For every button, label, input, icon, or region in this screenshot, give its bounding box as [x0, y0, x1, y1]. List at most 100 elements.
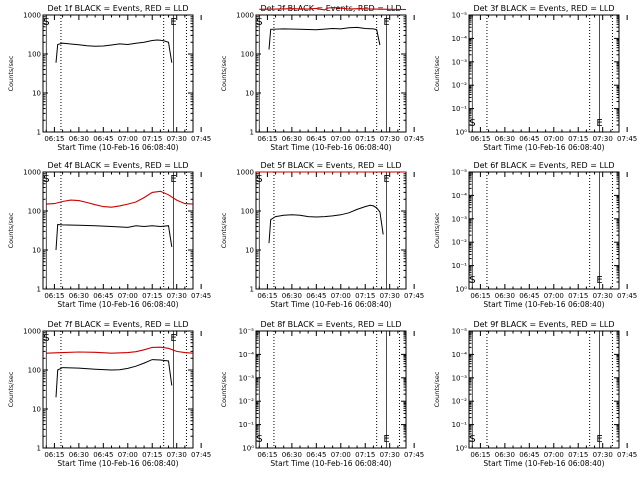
y-tick-label: 10⁰: [455, 445, 467, 453]
x-tick-label: 07:15: [355, 135, 375, 143]
x-tick-label: 07:00: [544, 292, 564, 300]
x-tick-label: 07:30: [167, 451, 187, 459]
x-axis-label: Start Time (10-Feb-16 06:08:40): [57, 300, 178, 309]
x-axis-label: Start Time (10-Feb-16 06:08:40): [57, 459, 178, 468]
y-tick-label: 100: [28, 208, 41, 216]
x-tick-label: 07:45: [404, 451, 424, 459]
x-tick-label: 06:30: [282, 135, 302, 143]
axes-frame: [42, 171, 194, 290]
panel-det-6: Det 6f BLACK = Events, RED = LLD 10⁰ 10⁻¹ 1…: [433, 161, 637, 309]
x-tick-label: 07:00: [331, 135, 351, 143]
x-tick-label: 07:00: [331, 451, 351, 459]
time-marker-e: E: [170, 17, 176, 28]
series-events-line: [268, 26, 381, 50]
axes-frame: [468, 171, 620, 290]
x-tick-label: 07:15: [568, 451, 588, 459]
panel-title: Det 4f BLACK = Events, RED = LLD: [47, 161, 188, 170]
y-tick-label: 100: [241, 51, 254, 59]
x-tick-label: 06:15: [470, 292, 490, 300]
y-tick-label: 1000: [236, 169, 254, 177]
panel-det-2: Det 2f BLACK = Events, RED = LLD 1 10 100 10…: [220, 4, 424, 152]
x-tick-label: 06:45: [519, 451, 539, 459]
panel-det-9: Det 9f BLACK = Events, RED = LLD 10⁰ 10⁻¹ 1…: [433, 320, 637, 468]
panel-title: Det 8f BLACK = Events, RED = LLD: [260, 320, 401, 329]
x-tick-label: 07:15: [568, 135, 588, 143]
y-tick-label: 10⁻⁵: [452, 12, 468, 20]
y-tick-label: 1: [37, 445, 41, 453]
x-tick-label: 06:15: [470, 135, 490, 143]
axes-frame: [255, 14, 407, 133]
time-marker-e: E: [596, 275, 602, 286]
y-tick-label: 10⁰: [455, 129, 467, 137]
x-axis-label: Start Time (10-Feb-16 06:08:40): [270, 459, 391, 468]
panel-title: Det 5f BLACK = Events, RED = LLD: [260, 161, 401, 170]
y-tick-label: 10⁻¹: [239, 421, 255, 429]
y-tick-label: 10: [245, 247, 254, 255]
axes-frame: [42, 14, 194, 133]
x-tick-label: 07:30: [380, 135, 400, 143]
x-tick-label: 06:30: [69, 135, 89, 143]
x-axis-label: Start Time (10-Feb-16 06:08:40): [270, 143, 391, 152]
x-tick-label: 06:15: [44, 451, 64, 459]
series-events-line: [55, 39, 173, 63]
y-axis-label: Counts/sec: [433, 212, 441, 248]
panel-title: Det 6f BLACK = Events, RED = LLD: [473, 161, 614, 170]
y-tick-label: 1: [250, 129, 254, 137]
axes-frame: [468, 330, 620, 449]
x-tick-label: 07:00: [544, 451, 564, 459]
y-tick-label: 10⁻⁵: [452, 169, 468, 177]
x-tick-label: 07:45: [617, 135, 637, 143]
x-tick-label: 07:15: [355, 292, 375, 300]
y-tick-label: 10⁻³: [452, 374, 468, 382]
series-events-line: [55, 223, 173, 251]
x-tick-label: 07:30: [593, 135, 613, 143]
time-marker-e: E: [170, 333, 176, 344]
series-lld-line: [259, 7, 407, 11]
x-axis-label: Start Time (10-Feb-16 06:08:40): [270, 300, 391, 309]
x-tick-label: 06:15: [44, 135, 64, 143]
y-tick-label: 10⁻⁵: [239, 328, 255, 336]
y-tick-label: 10⁻⁵: [452, 328, 468, 336]
time-marker-s: S: [43, 17, 49, 28]
x-tick-label: 06:45: [306, 451, 326, 459]
y-tick-label: 100: [241, 208, 254, 216]
y-tick-label: 10⁻⁴: [452, 351, 468, 359]
time-marker-e: E: [383, 17, 389, 28]
y-axis-label: Counts/sec: [220, 55, 228, 91]
x-tick-label: 07:15: [142, 135, 162, 143]
y-axis-label: Counts/sec: [433, 371, 441, 407]
y-tick-label: 10⁻²: [452, 239, 468, 247]
time-marker-s: S: [256, 174, 262, 185]
x-tick-label: 06:45: [306, 135, 326, 143]
x-tick-label: 07:00: [118, 292, 138, 300]
time-marker-e: E: [383, 434, 389, 445]
panel-det-5: Det 5f BLACK = Events, RED = LLD 1 10 100 10…: [220, 161, 424, 309]
y-axis-label: Counts/sec: [220, 212, 228, 248]
time-marker-s: S: [469, 118, 475, 129]
x-axis-label: Start Time (10-Feb-16 06:08:40): [483, 300, 604, 309]
x-tick-label: 07:45: [617, 451, 637, 459]
y-tick-label: 10: [32, 247, 41, 255]
time-marker-s: S: [469, 434, 475, 445]
x-tick-label: 06:45: [93, 292, 113, 300]
time-marker-s: S: [256, 434, 262, 445]
y-tick-label: 10: [245, 90, 254, 98]
y-axis-label: Counts/sec: [7, 371, 15, 407]
y-tick-label: 1000: [23, 169, 41, 177]
y-tick-label: 1: [37, 286, 41, 294]
y-axis-label: Counts/sec: [433, 55, 441, 91]
y-tick-label: 1000: [236, 12, 254, 20]
panel-det-3: Det 3f BLACK = Events, RED = LLD 10⁰ 10⁻¹ 1…: [433, 4, 637, 152]
x-tick-label: 06:15: [257, 292, 277, 300]
x-tick-label: 06:30: [495, 135, 515, 143]
x-tick-label: 07:30: [593, 451, 613, 459]
y-tick-label: 1000: [23, 328, 41, 336]
panel-title: Det 3f BLACK = Events, RED = LLD: [473, 4, 614, 13]
y-tick-label: 10: [32, 406, 41, 414]
time-marker-e: E: [170, 174, 176, 185]
x-tick-label: 07:30: [167, 292, 187, 300]
y-tick-label: 10⁻²: [452, 82, 468, 90]
y-tick-label: 10⁻⁴: [452, 192, 468, 200]
y-axis-label: Counts/sec: [220, 371, 228, 407]
